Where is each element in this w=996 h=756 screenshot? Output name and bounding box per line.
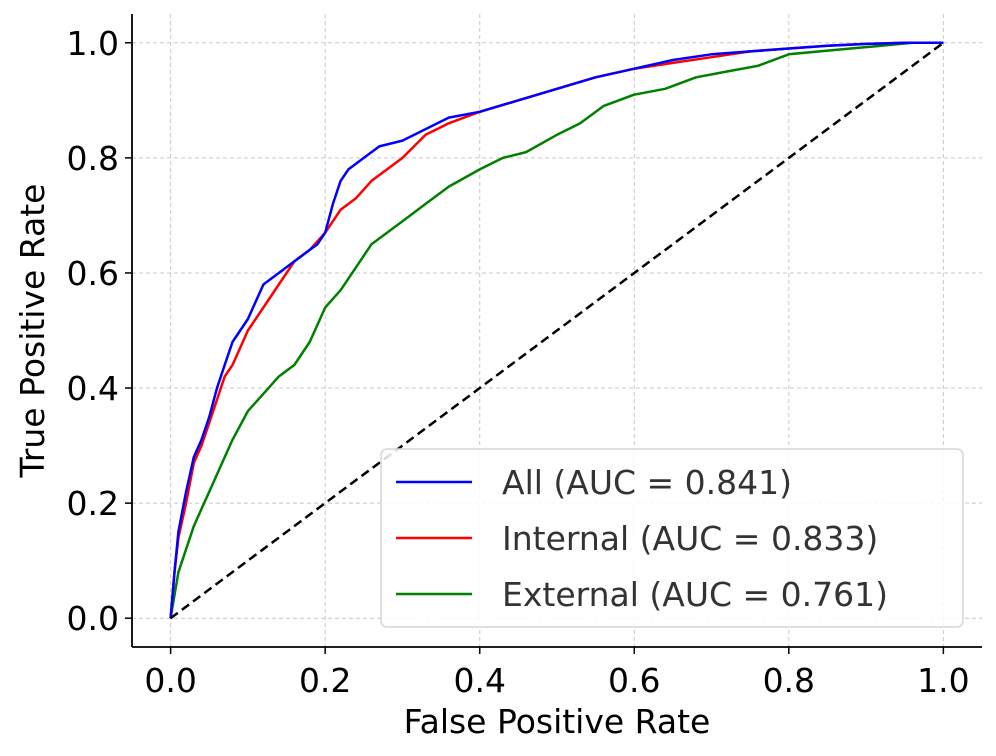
- y-tick-label: 0.4: [67, 369, 119, 408]
- chance-diagonal-line: [169, 41, 945, 620]
- y-tick-label: 0.2: [67, 484, 119, 523]
- y-tick-label: 0.0: [67, 599, 119, 638]
- x-tick-label: 0.6: [608, 661, 660, 700]
- x-tick-label: 0.8: [763, 661, 815, 700]
- roc-curve-external: [169, 41, 944, 619]
- roc-curve-internal: [169, 41, 944, 619]
- legend-label: External (AUC = 0.761): [502, 575, 888, 614]
- y-tick-label: 0.8: [67, 139, 119, 178]
- x-axis-label: False Positive Rate: [404, 702, 711, 741]
- series-lines: [169, 41, 945, 620]
- x-tick-label: 0.2: [299, 661, 351, 700]
- tick-labels: 0.0 0.2 0.4 0.6 0.8 1.0 0.0 0.2 0.4 0.6 0.8 1.0: [67, 24, 970, 700]
- y-tick-label: 1.0: [67, 24, 119, 63]
- y-axis-label: True Positive Rate: [13, 184, 52, 479]
- legend-label: All (AUC = 0.841): [502, 463, 792, 502]
- legend: All (AUC = 0.841) Internal (AUC = 0.833) E…: [380, 448, 964, 628]
- roc-curve-all: [169, 41, 944, 619]
- x-tick-label: 1.0: [917, 661, 969, 700]
- axes: [125, 14, 982, 654]
- x-tick-label: 0.0: [144, 661, 196, 700]
- legend-box: [380, 448, 964, 628]
- legend-label: Internal (AUC = 0.833): [502, 519, 878, 558]
- x-tick-label: 0.4: [453, 661, 505, 700]
- y-tick-label: 0.6: [67, 254, 119, 293]
